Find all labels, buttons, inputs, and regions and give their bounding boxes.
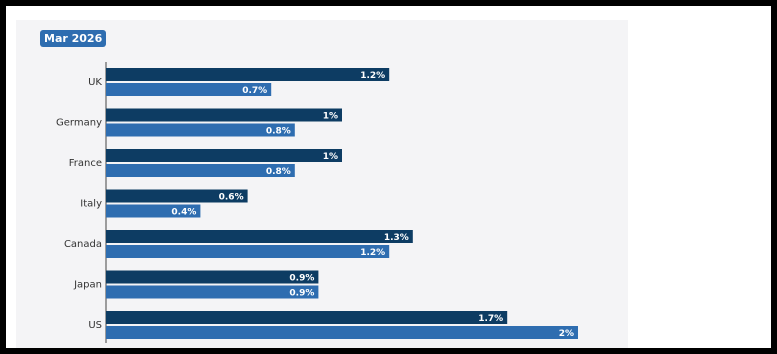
bar-value-label: 0.4% — [171, 208, 196, 218]
bar — [106, 68, 390, 81]
bar — [106, 204, 201, 218]
bar-value-label: 1.7% — [478, 314, 503, 324]
bar — [106, 285, 319, 299]
category-label: Germany — [56, 118, 102, 129]
category-label: Canada — [64, 239, 102, 250]
bar — [106, 270, 319, 284]
category-label: UK — [88, 77, 102, 88]
bar — [106, 164, 295, 177]
bar — [106, 108, 342, 122]
bar-value-label: 0.8% — [266, 167, 291, 177]
bar-value-label: 1% — [323, 152, 338, 162]
bar-value-label: 1.2% — [360, 71, 385, 81]
bar-value-label: 0.9% — [289, 274, 314, 284]
date-badge: Mar 2026 — [40, 30, 107, 47]
bar — [106, 230, 413, 243]
bar-value-label: 0.9% — [289, 289, 314, 299]
bar-value-label: 0.6% — [219, 193, 244, 203]
category-label: France — [69, 158, 102, 169]
bar — [106, 245, 390, 258]
bar-value-label: 2% — [559, 329, 574, 339]
bar — [106, 326, 578, 339]
bar-value-label: 1% — [323, 112, 338, 122]
bar-value-label: 1.3% — [384, 233, 409, 243]
category-label: Japan — [73, 280, 102, 291]
bar-value-label: 0.7% — [242, 86, 267, 96]
bar — [106, 189, 248, 203]
bar — [106, 83, 272, 96]
bar — [106, 149, 342, 162]
category-label: US — [88, 320, 102, 331]
bar — [106, 123, 295, 137]
bar — [106, 311, 508, 324]
bar-value-label: 1.2% — [360, 248, 385, 258]
bar-value-label: 0.8% — [266, 127, 291, 137]
category-label: Italy — [80, 199, 102, 210]
